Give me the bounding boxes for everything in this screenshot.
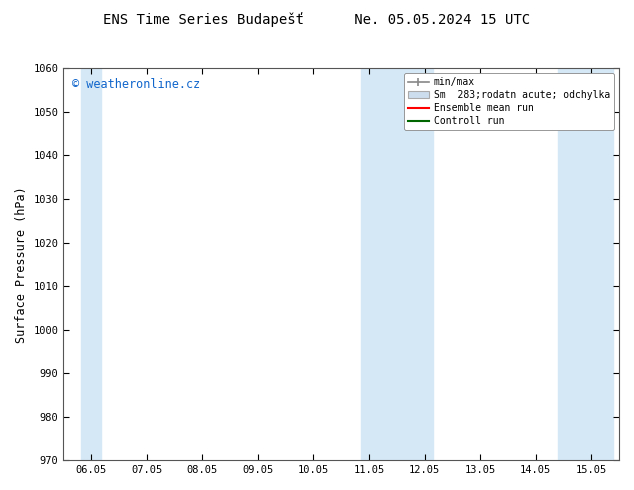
- Y-axis label: Surface Pressure (hPa): Surface Pressure (hPa): [15, 186, 28, 343]
- Bar: [558, 69, 614, 460]
- Legend: min/max, Sm  283;rodatn acute; odchylka, Ensemble mean run, Controll run: min/max, Sm 283;rodatn acute; odchylka, …: [404, 74, 614, 130]
- Bar: [361, 69, 433, 460]
- Text: © weatheronline.cz: © weatheronline.cz: [72, 78, 200, 91]
- Bar: [81, 69, 101, 460]
- Text: ENS Time Series Budapešť      Ne. 05.05.2024 15 UTC: ENS Time Series Budapešť Ne. 05.05.2024 …: [103, 12, 531, 27]
